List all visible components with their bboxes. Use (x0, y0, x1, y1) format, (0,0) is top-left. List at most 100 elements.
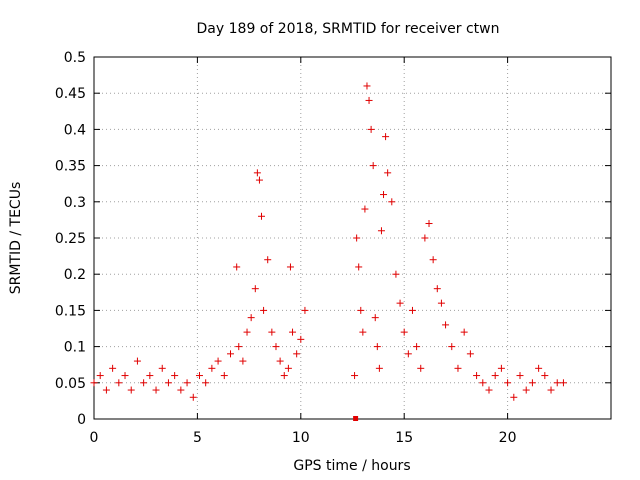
data-point (466, 350, 474, 358)
data-point (361, 205, 369, 213)
data-point (258, 212, 266, 220)
data-point (384, 169, 392, 177)
data-point (479, 379, 487, 387)
data-point (363, 82, 371, 90)
data-point (491, 372, 499, 380)
data-point (437, 299, 445, 307)
data-point (433, 285, 441, 293)
data-point (497, 364, 505, 372)
data-point (375, 364, 383, 372)
data-point (286, 263, 294, 271)
data-point (233, 263, 241, 271)
data-point (425, 220, 433, 228)
data-point (253, 169, 261, 177)
data-point (247, 314, 255, 322)
data-point (301, 306, 309, 314)
data-point (183, 379, 191, 387)
data-point-outlier (353, 416, 359, 421)
grid-lines (94, 57, 611, 419)
data-point (448, 343, 456, 351)
data-point (102, 386, 110, 394)
data-point (152, 386, 160, 394)
data-point (371, 314, 379, 322)
data-point (400, 328, 408, 336)
data-points (90, 82, 567, 421)
data-point (226, 350, 234, 358)
data-point (121, 372, 129, 380)
data-point (359, 328, 367, 336)
data-point (353, 234, 361, 242)
data-point (355, 263, 363, 271)
data-point (454, 364, 462, 372)
y-tick-label: 0 (77, 412, 86, 428)
data-point (373, 343, 381, 351)
data-point (382, 133, 390, 141)
data-point (417, 364, 425, 372)
data-point (90, 379, 98, 387)
data-point (202, 379, 210, 387)
x-tick-label: 15 (395, 430, 413, 446)
data-point (171, 372, 179, 380)
data-point (365, 96, 373, 104)
data-point (140, 379, 148, 387)
x-tick-label: 5 (193, 430, 202, 446)
data-point (164, 379, 172, 387)
data-point (510, 393, 518, 401)
data-point (516, 372, 524, 380)
data-point (297, 335, 305, 343)
data-point (284, 364, 292, 372)
data-point (195, 372, 203, 380)
plot-frame (93, 56, 612, 420)
data-point (289, 328, 297, 336)
y-axis-label: SRMTID / TECUs (8, 182, 24, 295)
data-point (351, 372, 359, 380)
data-point (547, 386, 555, 394)
data-point (177, 386, 185, 394)
data-point (485, 386, 493, 394)
data-point (293, 350, 301, 358)
data-point (442, 321, 450, 329)
data-point (255, 176, 263, 184)
x-tick-label: 0 (90, 430, 99, 446)
data-point (504, 379, 512, 387)
data-point (235, 343, 243, 351)
data-point (189, 393, 197, 401)
data-point (396, 299, 404, 307)
data-point (109, 364, 117, 372)
axis-ticks: 0 0.05 0.1 0.15 0.2 0.25 0.3 0.35 0.4 0.45 0.5 0 5 10… (55, 50, 611, 446)
data-point (208, 364, 216, 372)
data-point (528, 379, 536, 387)
x-axis-label: GPS time / hours (293, 458, 410, 474)
data-point (413, 343, 421, 351)
data-point (243, 328, 251, 336)
y-tick-label: 0.05 (55, 376, 86, 392)
y-tick-label: 0.5 (64, 50, 86, 66)
data-point (272, 343, 280, 351)
data-point (239, 357, 247, 365)
y-tick-label: 0.1 (64, 340, 86, 356)
y-tick-label: 0.2 (64, 267, 86, 283)
data-point (541, 372, 549, 380)
y-tick-label: 0.3 (64, 195, 86, 211)
data-point (404, 350, 412, 358)
y-tick-label: 0.45 (55, 86, 86, 102)
data-point (251, 285, 259, 293)
chart-title: Day 189 of 2018, SRMTID for receiver ctw… (197, 21, 500, 37)
data-point (96, 372, 104, 380)
data-point (357, 306, 365, 314)
data-point (214, 357, 222, 365)
data-point (127, 386, 135, 394)
x-tick-label: 20 (499, 430, 517, 446)
data-point (377, 227, 385, 235)
data-point (146, 372, 154, 380)
y-tick-label: 0.4 (64, 122, 86, 138)
data-point (460, 328, 468, 336)
data-point (276, 357, 284, 365)
y-tick-label: 0.35 (55, 159, 86, 175)
data-point (115, 379, 123, 387)
data-point (553, 379, 561, 387)
data-point (367, 125, 375, 133)
data-point (133, 357, 141, 365)
data-point (388, 198, 396, 206)
